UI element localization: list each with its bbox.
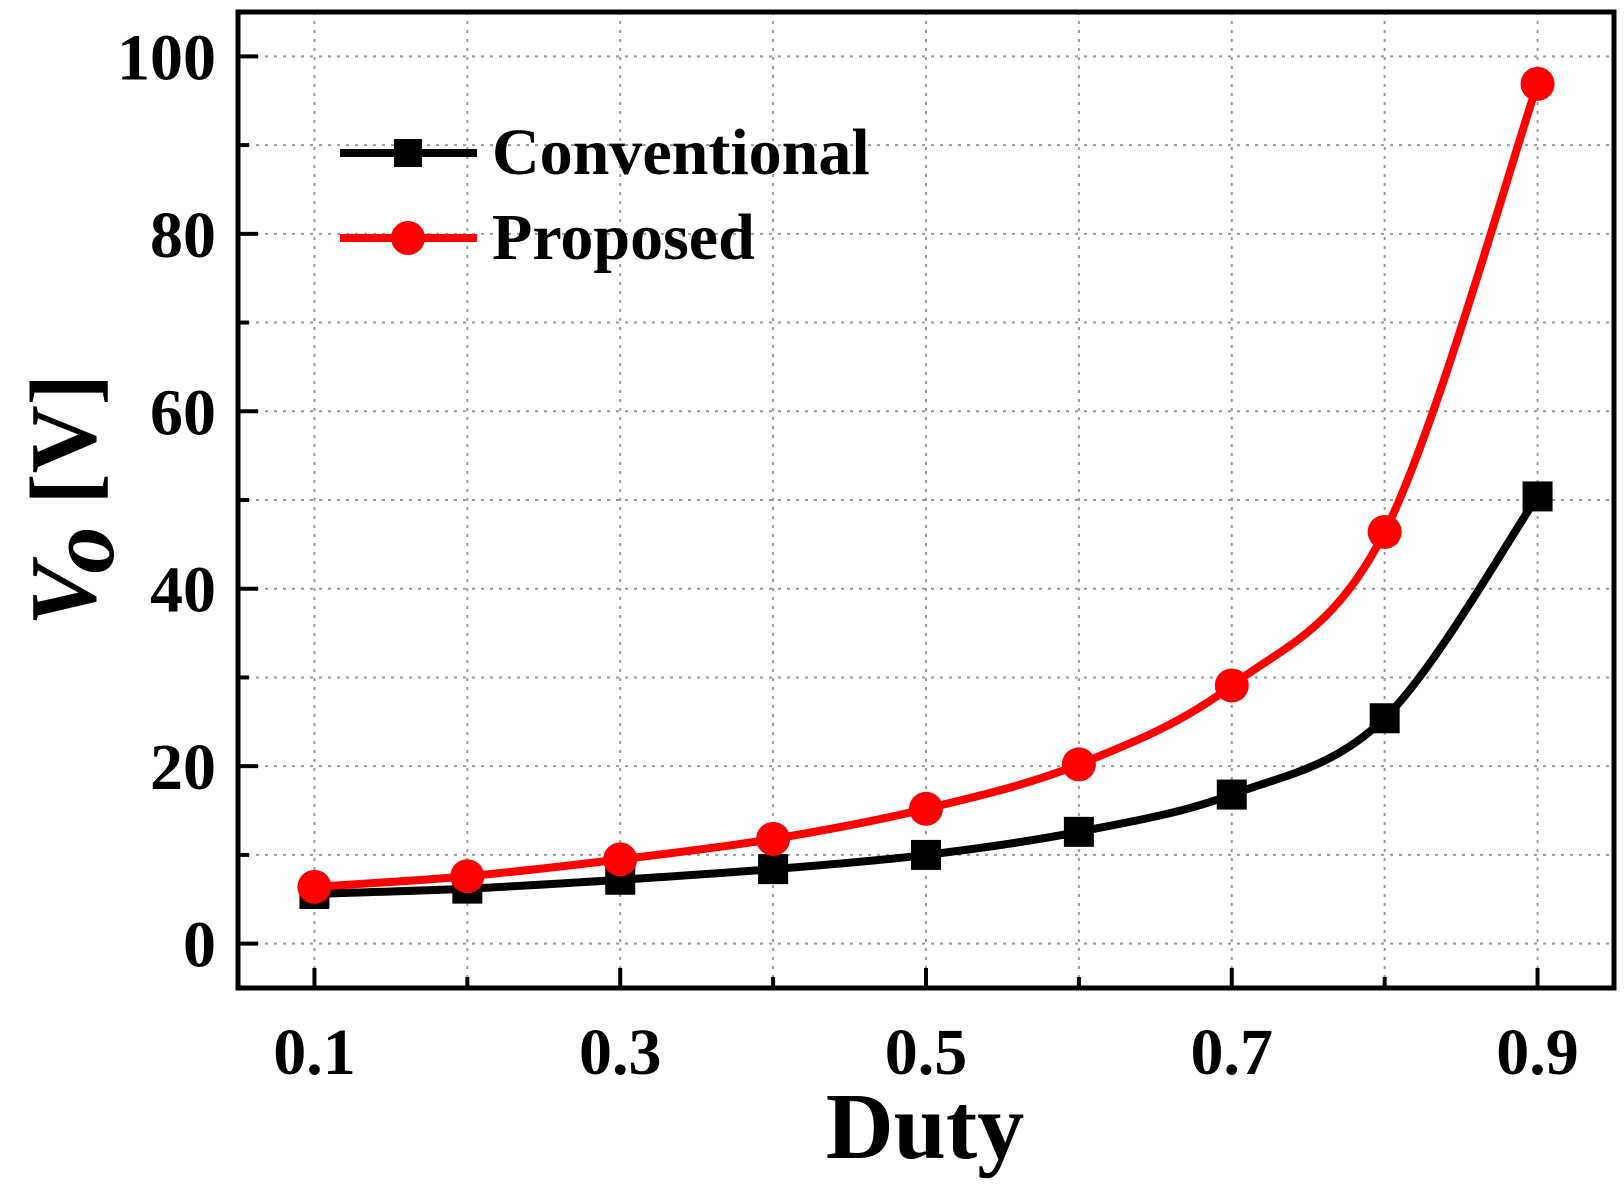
legend-marker-proposed	[391, 221, 425, 255]
y-tick-label: 20	[150, 731, 216, 804]
y-axis-label-unit: [V]	[12, 374, 116, 505]
data-point-conventional	[1369, 703, 1400, 734]
data-point-proposed	[909, 791, 943, 826]
x-axis-label: Duty	[826, 1075, 1024, 1179]
data-point-conventional	[1216, 779, 1247, 810]
y-tick-label: 0	[183, 909, 216, 982]
data-point-proposed	[756, 821, 791, 856]
data-point-proposed	[1061, 747, 1096, 782]
x-tick-label: 0.5	[885, 1016, 968, 1089]
data-point-proposed	[603, 842, 638, 877]
legend: Conventional Proposed	[340, 116, 870, 274]
y-axis-label-sub: o	[30, 527, 134, 574]
label-layer: 0.1 0.3 0.5 0.7 0.9 0 20 40 60 80 100	[117, 21, 1579, 1089]
y-tick-label: 100	[117, 21, 216, 94]
data-point-proposed	[450, 859, 485, 894]
data-point-proposed	[1367, 514, 1402, 549]
series-layer	[297, 66, 1555, 909]
x-tick-label: 0.3	[579, 1016, 662, 1089]
x-tick-label: 0.7	[1191, 1016, 1274, 1089]
y-tick-label: 60	[150, 376, 216, 449]
data-point-conventional	[911, 839, 941, 870]
tick-layer	[238, 54, 1540, 988]
legend-label-conventional: Conventional	[492, 116, 870, 189]
y-axis-label: Vo[V]	[12, 374, 134, 626]
data-point-conventional	[1522, 481, 1553, 512]
plot-frame	[235, 9, 1617, 991]
data-point-proposed	[1520, 66, 1555, 101]
data-point-proposed	[297, 869, 332, 904]
data-point-proposed	[1214, 668, 1249, 703]
x-tick-label: 0.9	[1496, 1016, 1579, 1089]
series-line-conventional	[310, 492, 1542, 898]
data-point-conventional	[1063, 816, 1094, 847]
legend-marker-conventional	[394, 139, 422, 167]
data-point-conventional	[758, 854, 789, 885]
legend-label-proposed: Proposed	[492, 201, 755, 274]
y-tick-label: 80	[150, 199, 216, 272]
x-tick-label: 0.1	[273, 1016, 356, 1089]
y-tick-label: 40	[150, 554, 216, 627]
